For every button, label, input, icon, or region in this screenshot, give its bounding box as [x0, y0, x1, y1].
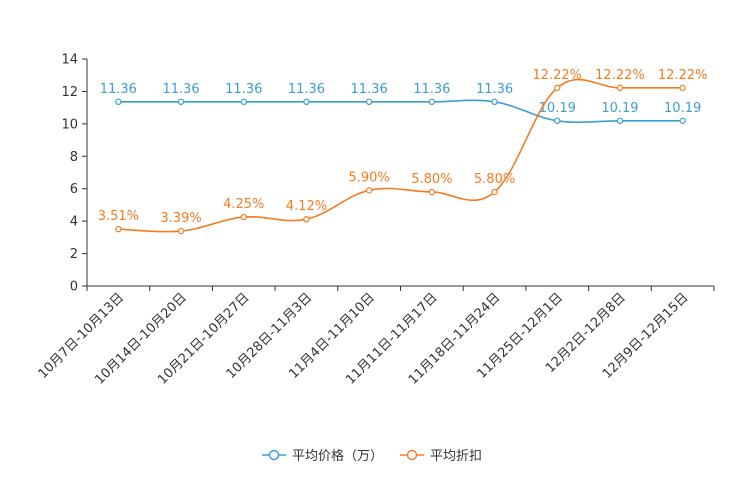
y-axis-ticks: 0 2 4 6 8 10 12 14: [61, 53, 87, 295]
data-label: 10.19: [601, 101, 638, 116]
data-point[interactable]: [679, 117, 686, 124]
data-label: 11.36: [413, 82, 450, 97]
data-point[interactable]: [177, 227, 185, 235]
data-label: 5.80%: [474, 172, 515, 187]
chart-series: 11.36 11.36 11.36 11.36 11.36 11.36 11.36 10.19…: [98, 68, 708, 235]
series-line-1: [118, 99, 683, 124]
data-label: 11.36: [476, 82, 513, 97]
data-label: 3.51%: [98, 209, 139, 224]
data-label: 11.36: [351, 82, 388, 97]
data-label: 11.36: [288, 82, 325, 97]
data-label: 12.22%: [532, 68, 582, 83]
data-point[interactable]: [115, 98, 122, 106]
data-label: 11.36: [100, 82, 137, 97]
legend-marker-icon: [406, 449, 418, 461]
legend-label: 平均价格（万）: [292, 448, 383, 464]
data-label: 3.39%: [160, 211, 201, 226]
y-tick-label: 14: [61, 53, 78, 68]
data-point[interactable]: [365, 98, 373, 106]
data-point[interactable]: [365, 187, 373, 194]
data-label: 5.80%: [411, 172, 452, 187]
series-line-2: [118, 78, 683, 233]
data-point[interactable]: [115, 225, 122, 233]
data-label: 11.36: [225, 82, 262, 97]
legend-item-1[interactable]: 平均价格（万）: [262, 448, 383, 464]
data-point[interactable]: [554, 84, 561, 92]
data-label: 12.22%: [658, 68, 708, 83]
y-tick-label: 12: [61, 85, 78, 100]
data-label: 12.22%: [595, 68, 645, 83]
chart-legend[interactable]: 平均价格（万） 平均折扣: [262, 448, 482, 464]
data-point[interactable]: [616, 84, 624, 92]
data-point[interactable]: [491, 188, 498, 196]
y-tick-label: 8: [70, 150, 78, 165]
data-point[interactable]: [428, 98, 436, 106]
data-label: 5.90%: [348, 170, 389, 185]
data-label: 10.19: [539, 101, 576, 116]
data-point[interactable]: [303, 215, 310, 223]
data-point[interactable]: [554, 117, 561, 124]
data-point[interactable]: [616, 117, 624, 124]
x-axis-ticks: 10月7日-10月13日10月14日-10月20日10月21日-10月27日10…: [36, 286, 715, 388]
legend-item-2[interactable]: 平均折扣: [400, 449, 482, 464]
data-label: 4.25%: [223, 197, 264, 212]
legend-label: 平均折扣: [430, 449, 482, 464]
data-point[interactable]: [303, 98, 310, 106]
y-tick-label: 6: [70, 182, 78, 197]
y-tick-label: 10: [61, 117, 78, 132]
y-tick-label: 4: [70, 215, 78, 230]
data-point[interactable]: [679, 84, 686, 92]
data-point[interactable]: [240, 213, 247, 221]
data-point[interactable]: [491, 98, 498, 106]
data-point[interactable]: [428, 188, 436, 196]
data-label: 10.19: [664, 101, 701, 116]
data-point[interactable]: [177, 98, 185, 106]
data-label: 11.36: [162, 82, 199, 97]
data-point[interactable]: [240, 98, 247, 106]
y-tick-label: 0: [70, 280, 78, 295]
y-tick-label: 2: [70, 247, 78, 262]
legend-marker-icon: [268, 449, 280, 461]
data-label: 4.12%: [286, 199, 327, 214]
